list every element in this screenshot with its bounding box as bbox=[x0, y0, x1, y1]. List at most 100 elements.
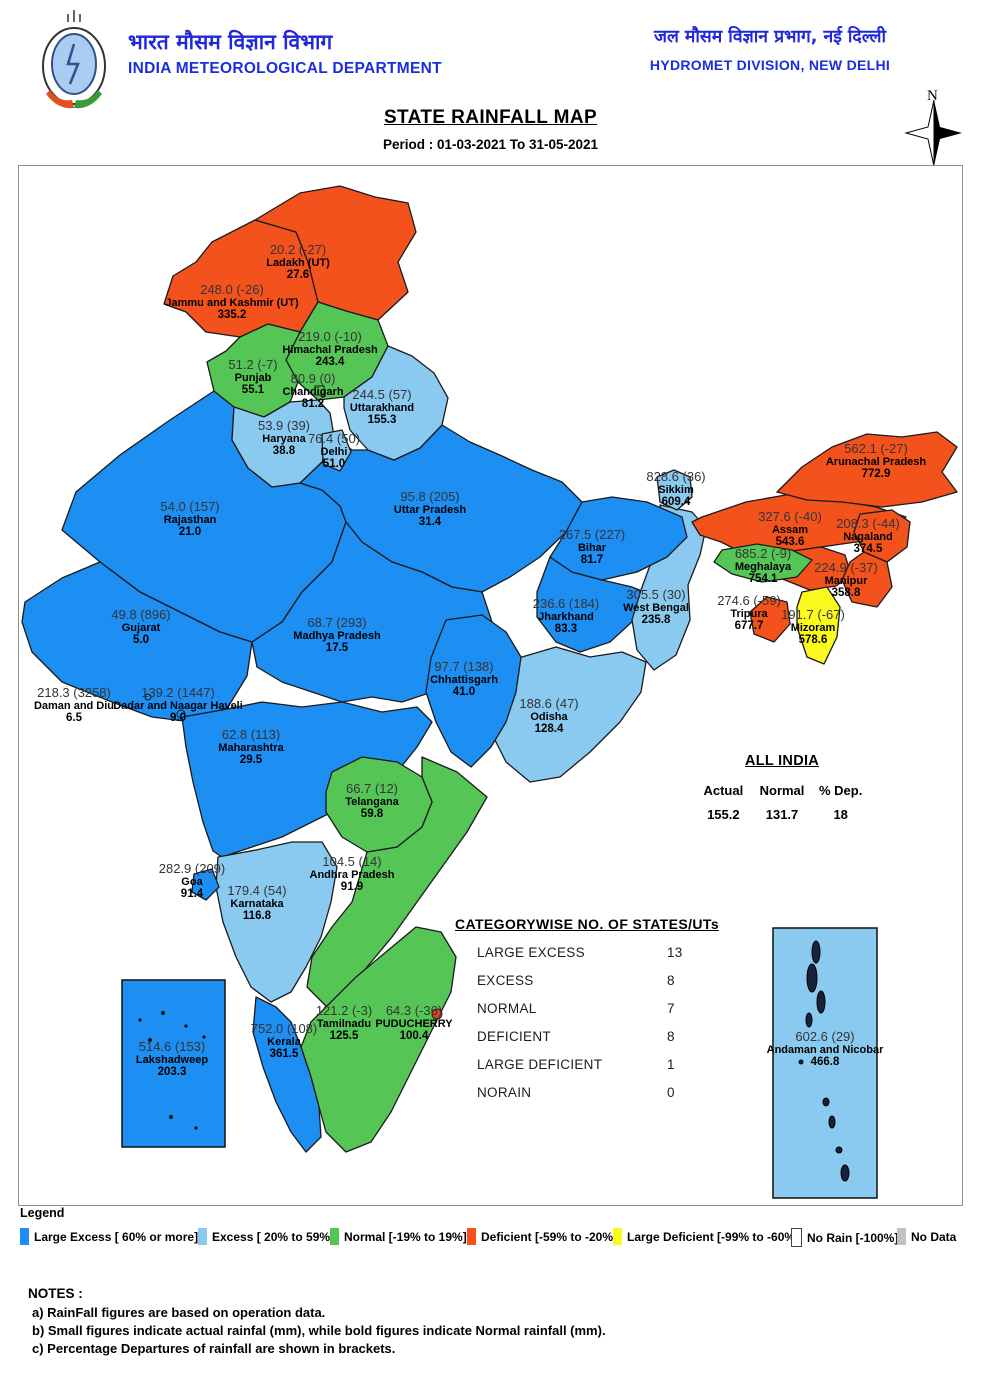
state-name: Lakshadweep bbox=[135, 1054, 209, 1067]
all-india-values-row: 155.2 131.7 18 bbox=[694, 807, 870, 822]
normal-rainfall: 5.0 bbox=[132, 634, 149, 647]
actual-and-departure: 305.5 (30) bbox=[626, 587, 686, 602]
normal-rainfall: 31.4 bbox=[418, 516, 442, 529]
state-name: Meghalaya bbox=[734, 561, 792, 574]
actual-and-departure: 828.6 (36) bbox=[646, 469, 706, 484]
state-label-nagaland: 208.3 (-44) Nagaland 374.5 bbox=[836, 516, 900, 556]
state-label-assam: 327.6 (-40) Assam 543.6 bbox=[758, 509, 822, 549]
legend-item-large_excess: Large Excess [ 60% or more] bbox=[20, 1228, 198, 1245]
state-name: Himachal Pradesh bbox=[282, 344, 378, 357]
normal-rainfall: 91.4 bbox=[180, 888, 204, 901]
actual-and-departure: 64.3 (-36) bbox=[385, 1003, 443, 1018]
category-row: NORAIN 0 bbox=[455, 1085, 755, 1100]
state-label-karnataka: 179.4 (54) Karnataka 116.8 bbox=[227, 883, 287, 923]
state-label-maharashtra: 62.8 (113) Maharashtra 29.5 bbox=[218, 727, 283, 767]
state-name: Tamilnadu bbox=[316, 1018, 372, 1031]
actual-and-departure: 218.3 (3258) bbox=[37, 685, 111, 700]
state-label-gujarat: 49.8 (896) Gujarat 5.0 bbox=[111, 607, 171, 647]
state-name: Uttarakhand bbox=[349, 402, 415, 415]
normal-rainfall: 772.9 bbox=[861, 468, 891, 481]
compass-rose-icon bbox=[904, 99, 962, 167]
state-label-rajasthan: 54.0 (157) Rajasthan 21.0 bbox=[160, 499, 219, 539]
legend-swatch-large_deficient bbox=[613, 1228, 622, 1245]
legend-label: No Data bbox=[911, 1229, 957, 1244]
state-label-himachal_pradesh: 219.0 (-10) Himachal Pradesh 243.4 bbox=[282, 329, 378, 369]
category-label: EXCESS bbox=[477, 973, 534, 988]
all-india-col-actual: Actual bbox=[703, 783, 744, 798]
state-name: Manipur bbox=[824, 575, 868, 588]
note-line: a) RainFall figures are based on operati… bbox=[32, 1305, 326, 1320]
state-name: Chhattisgarh bbox=[430, 674, 498, 687]
state-label-ladakh: 20.2 (-27) Ladakh (UT) 27.6 bbox=[266, 242, 330, 282]
category-label: LARGE EXCESS bbox=[477, 945, 585, 960]
state-label-andaman_nicobar: 602.6 (29) Andaman and Nicobar 466.8 bbox=[766, 1029, 884, 1069]
state-name: Chandigarh bbox=[282, 386, 344, 399]
legend-label: Large Excess [ 60% or more] bbox=[34, 1229, 199, 1244]
normal-rainfall: 235.8 bbox=[641, 614, 671, 627]
state-label-punjab: 51.2 (-7) Punjab 55.1 bbox=[228, 357, 277, 397]
state-name: Rajasthan bbox=[163, 514, 217, 527]
normal-rainfall: 374.5 bbox=[853, 543, 883, 556]
state-label-west_bengal: 305.5 (30) West Bengal 235.8 bbox=[623, 587, 689, 627]
legend-item-no_data: No Data bbox=[897, 1228, 956, 1245]
actual-and-departure: 76.4 (50) bbox=[307, 431, 361, 446]
actual-and-departure: 514.6 (153) bbox=[138, 1039, 206, 1054]
actual-and-departure: 95.8 (205) bbox=[400, 489, 460, 504]
category-count: 8 bbox=[667, 1029, 675, 1044]
categorywise-table: CATEGORYWISE NO. OF STATES/UTs LARGE EXC… bbox=[455, 916, 755, 1100]
state-label-manipur: 224.9 (-37) Manipur 358.8 bbox=[814, 560, 878, 600]
legend-swatch-normal bbox=[330, 1228, 339, 1245]
actual-and-departure: 752.0 (108) bbox=[250, 1021, 318, 1036]
actual-and-departure: 53.9 (39) bbox=[257, 418, 311, 433]
legend-item-deficient: Deficient [-59% to -20%] bbox=[467, 1228, 617, 1245]
legend-swatch-excess bbox=[198, 1228, 207, 1245]
state-label-puducherry: 64.3 (-36) PUDUCHERRY 100.4 bbox=[375, 1003, 452, 1043]
actual-and-departure: 20.2 (-27) bbox=[269, 242, 327, 257]
state-label-andhra_pradesh: 104.5 (14) Andhra Pradesh 91.9 bbox=[309, 854, 395, 894]
state-label-goa: 282.9 (209) Goa 91.4 bbox=[159, 861, 226, 901]
actual-and-departure: 97.7 (138) bbox=[434, 659, 494, 674]
normal-rainfall: 41.0 bbox=[452, 686, 476, 699]
org-name-english: INDIA METEOROLOGICAL DEPARTMENT bbox=[128, 60, 442, 77]
state-name: Jammu and Kashmir (UT) bbox=[165, 297, 299, 310]
state-label-chhattisgarh: 97.7 (138) Chhattisgarh 41.0 bbox=[430, 659, 498, 699]
category-label: NORAIN bbox=[477, 1085, 532, 1100]
normal-rainfall: 677.7 bbox=[734, 620, 764, 633]
state-name: Dadar and Naagar Haveli bbox=[113, 700, 243, 713]
org-name-hindi: भारत मौसम विज्ञान विभाग bbox=[128, 30, 333, 54]
state-name: Andaman and Nicobar bbox=[766, 1044, 884, 1057]
state-label-lakshadweep: 514.6 (153) Lakshadweep 203.3 bbox=[135, 1039, 209, 1079]
state-label-tripura: 274.6 (-59) Tripura 677.7 bbox=[717, 593, 781, 633]
state-name: Sikkim bbox=[658, 484, 694, 497]
all-india-dep-value: 18 bbox=[833, 807, 848, 822]
normal-rainfall: 29.5 bbox=[239, 754, 263, 767]
category-count: 7 bbox=[667, 1001, 675, 1016]
state-name: Kerala bbox=[267, 1036, 301, 1049]
state-name: Mizoram bbox=[790, 622, 836, 635]
actual-and-departure: 267.5 (227) bbox=[558, 527, 626, 542]
state-name: Jharkhand bbox=[538, 611, 594, 624]
normal-rainfall: 466.8 bbox=[810, 1056, 840, 1069]
state-label-sikkim: 828.6 (36) Sikkim 609.4 bbox=[646, 469, 706, 509]
actual-and-departure: 179.4 (54) bbox=[227, 883, 287, 898]
legend-item-excess: Excess [ 20% to 59%] bbox=[198, 1228, 334, 1245]
categorywise-title: CATEGORYWISE NO. OF STATES/UTs bbox=[455, 916, 720, 932]
actual-and-departure: 139.2 (1447) bbox=[141, 685, 215, 700]
state-name: Andhra Pradesh bbox=[309, 869, 395, 882]
category-count: 0 bbox=[667, 1085, 675, 1100]
state-label-daman_diu: 218.3 (3258) Daman and Diu 6.5 bbox=[34, 685, 114, 725]
actual-and-departure: 49.8 (896) bbox=[111, 607, 171, 622]
state-name: Odisha bbox=[530, 711, 568, 724]
all-india-actual-value: 155.2 bbox=[707, 807, 740, 822]
state-name: Nagaland bbox=[843, 531, 893, 544]
notes-block: NOTES : a) RainFall figures are based on… bbox=[28, 1286, 606, 1358]
all-india-summary: ALL INDIA Actual Normal % Dep. 155.2 131… bbox=[694, 753, 870, 822]
actual-and-departure: 244.5 (57) bbox=[352, 387, 412, 402]
normal-rainfall: 155.3 bbox=[367, 414, 397, 427]
normal-rainfall: 81.2 bbox=[301, 398, 325, 411]
page-title: STATE RAINFALL MAP bbox=[383, 107, 598, 128]
compass-north-label: N bbox=[927, 88, 938, 104]
normal-rainfall: 27.6 bbox=[286, 269, 310, 282]
state-name: Madhya Pradesh bbox=[293, 630, 381, 643]
actual-and-departure: 562.1 (-27) bbox=[844, 441, 908, 456]
